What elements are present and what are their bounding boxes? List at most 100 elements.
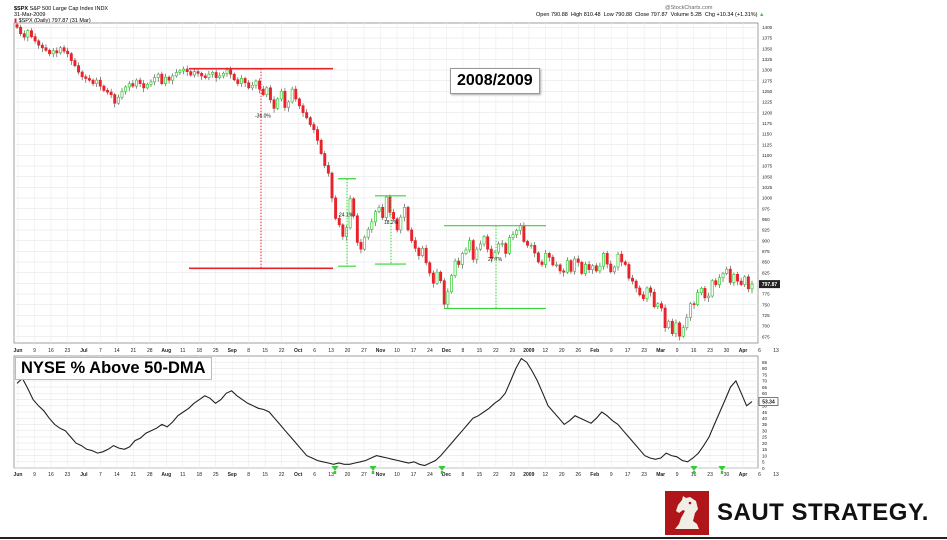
candle-body	[373, 211, 377, 223]
breadth-x-tick-label: 23	[65, 472, 71, 478]
candle-body	[279, 90, 283, 100]
breadth-y-tick-label: 40	[762, 416, 768, 421]
breadth-last-value: 53.34	[758, 397, 779, 406]
candle-body	[500, 243, 504, 245]
breadth-y-tick-label: 20	[762, 441, 768, 446]
candle-body	[200, 72, 204, 77]
breadth-y-tick-label: 75	[762, 372, 768, 377]
price-y-tick-label: 1225	[762, 100, 773, 105]
candle-body	[268, 87, 272, 101]
price-x-tick-label: 20	[345, 348, 351, 354]
price-x-tick-label: 23	[707, 348, 713, 354]
low-label: Low	[603, 12, 614, 18]
span-percent-label: 27.7%	[488, 257, 503, 263]
candle-body	[124, 86, 128, 92]
candle-body	[229, 69, 233, 75]
candle-body	[692, 303, 696, 305]
candle-body	[493, 251, 497, 259]
candle-body	[750, 283, 754, 290]
breadth-x-tick-label: 6	[758, 472, 761, 478]
candle-body	[341, 224, 345, 237]
breadth-y-tick-label: 35	[762, 422, 768, 427]
candle-body	[410, 229, 414, 241]
candle-body	[681, 327, 685, 337]
price-x-tick-label: 27	[361, 348, 367, 354]
price-x-tick-label: 6	[313, 348, 316, 354]
price-panel: 6757007257507758008258508759009259509751…	[13, 22, 780, 344]
price-y-tick-label: 1075	[762, 164, 773, 169]
brand-name: SAUT STRATEGY.	[717, 499, 929, 526]
price-x-tick-label: 17	[625, 348, 631, 354]
candle-body	[171, 75, 175, 81]
low-value: 790.88	[615, 12, 633, 18]
candle-body	[565, 260, 569, 273]
candle-body	[555, 264, 558, 267]
price-x-tick-label: 16	[48, 348, 54, 354]
breadth-x-tick-label: 13	[773, 472, 779, 478]
candle-body	[573, 258, 577, 272]
candle-body	[254, 80, 258, 86]
candle-body	[98, 79, 102, 87]
price-y-axis: 6757007257507758008258508759009259509751…	[762, 25, 773, 339]
breadth-x-tick-label: 26	[575, 472, 581, 478]
price-y-tick-label: 975	[762, 206, 770, 211]
price-x-tick-label: 15	[262, 348, 268, 354]
candle-body	[366, 229, 370, 238]
price-x-tick-label: Dec	[442, 348, 451, 354]
price-x-tick-label: 21	[131, 348, 137, 354]
candle-body	[450, 275, 453, 293]
price-x-tick-label: 14	[114, 348, 120, 354]
candle-body	[283, 90, 287, 108]
series-legend-icon: ▮	[14, 18, 18, 24]
breadth-y-tick-label: 10	[762, 453, 768, 458]
breadth-x-tick-label: Dec	[442, 472, 451, 478]
price-last-value-label: 797.87	[762, 282, 778, 288]
candle-body	[667, 320, 671, 328]
price-y-tick-label: 950	[762, 217, 770, 222]
candle-body	[482, 236, 486, 245]
price-y-tick-label: 1100	[762, 153, 772, 158]
breadth-x-tick-label: 16	[691, 472, 697, 478]
candle-body	[319, 139, 323, 154]
green-up-arrow-icon	[369, 466, 377, 471]
candle-body	[471, 240, 475, 260]
breadth-y-tick-label: 45	[762, 410, 768, 415]
price-x-tick-label: 7	[99, 348, 102, 354]
price-x-gridlines	[17, 23, 744, 343]
close-label: Close	[635, 12, 650, 18]
candle-body	[558, 264, 562, 272]
candle-body	[475, 248, 479, 260]
candle-body	[460, 253, 464, 265]
breadth-y-tick-label: 85	[762, 360, 768, 365]
price-x-tick-label: Apr	[739, 348, 748, 354]
breadth-x-axis: Jun 9 16 23 Jul 7 14 21 28 Aug 11 18 25 Sep 8 15 22 Oct 6 1…	[14, 472, 779, 478]
chart-symbol: $SPX	[14, 6, 29, 12]
price-x-tick-label: 23	[641, 348, 647, 354]
price-x-tick-label: 22	[493, 348, 499, 354]
candle-body	[562, 270, 566, 273]
price-x-tick-label: 22	[279, 348, 285, 354]
candle-body	[743, 276, 747, 285]
span-percent-label: 18.2%	[384, 220, 399, 226]
breadth-x-tick-label: 24	[427, 472, 433, 478]
candle-body	[446, 291, 450, 305]
candle-body	[261, 88, 265, 96]
breadth-x-tick-label: 2009	[523, 472, 534, 478]
breadth-y-tick-label: 70	[762, 379, 768, 384]
candle-body	[211, 72, 214, 75]
price-x-axis: Jun 9 16 23 Jul 7 14 21 28 Aug 11 18 25 Sep 8 15 22 Oct 6 1…	[14, 348, 779, 354]
price-x-tick-label: 25	[213, 348, 219, 354]
candle-body	[272, 99, 276, 109]
candle-body	[703, 288, 707, 299]
candle-body	[153, 77, 157, 83]
candle-body	[696, 292, 700, 305]
chg-label: Chg	[704, 12, 715, 18]
candle-body	[656, 303, 660, 308]
breadth-x-tick-label: 27	[361, 472, 367, 478]
price-y-tick-label: 1325	[762, 57, 773, 62]
candle-body	[203, 75, 207, 78]
price-y-tick-label: 1025	[762, 185, 773, 190]
price-panel-frame	[13, 22, 759, 344]
candle-body	[240, 78, 243, 84]
candle-body	[594, 265, 598, 272]
